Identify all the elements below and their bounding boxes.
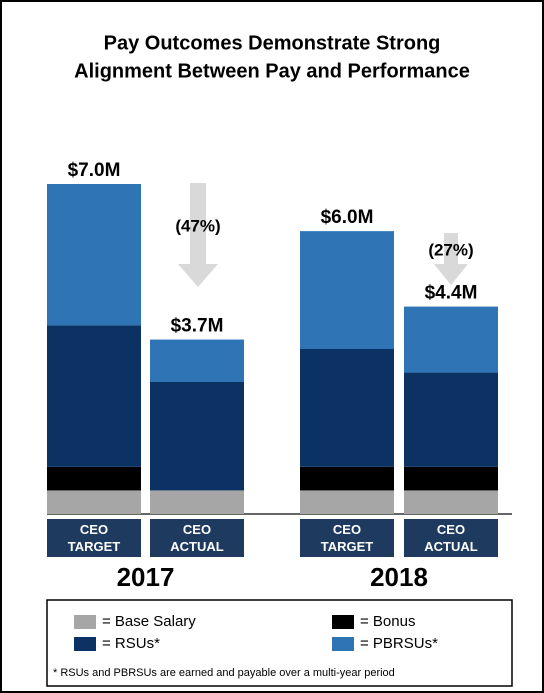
arrow [178, 183, 218, 287]
bar-segment [404, 306, 498, 373]
category-text: CEO TARGET [320, 522, 374, 554]
legend-label: = PBRSUs* [360, 635, 438, 652]
category-label: CEO ACTUAL [150, 519, 244, 557]
bar-segment [404, 490, 498, 514]
bar-segment [300, 490, 394, 514]
category-text: CEO TARGET [67, 522, 121, 554]
bar-segment [300, 231, 394, 349]
group-label: 2017 [117, 562, 175, 592]
category-text: CEO ACTUAL [170, 522, 224, 554]
legend-box [46, 599, 513, 687]
legend-label: = Bonus [360, 613, 415, 630]
bar-segment [404, 372, 498, 467]
bar-segment [47, 325, 141, 467]
annotation: (27%) [428, 240, 473, 259]
bar-segment [47, 466, 141, 491]
group-label: 2018 [370, 562, 428, 592]
legend-swatch [74, 615, 96, 629]
legend-swatch [74, 637, 96, 651]
legend-label: = Base Salary [102, 613, 196, 630]
legend-swatch [332, 615, 354, 629]
arrow [434, 233, 468, 285]
bar-segment [150, 490, 244, 514]
category-label: CEO TARGET [300, 519, 394, 557]
total-label: $6.0M [321, 207, 374, 228]
legend-swatch [332, 637, 354, 651]
chart-title: Pay Outcomes Demonstrate Strong [104, 32, 441, 54]
bar-segment [150, 339, 244, 382]
bar-segment [300, 466, 394, 491]
annotation: (47%) [175, 216, 220, 235]
bar-segment [47, 490, 141, 514]
footnote: * RSUs and PBRSUs are earned and payable… [53, 667, 395, 679]
category-label: CEO TARGET [47, 519, 141, 557]
total-label: $4.4M [425, 283, 478, 304]
chart-title: Alignment Between Pay and Performance [74, 60, 470, 82]
total-label: $3.7M [171, 316, 224, 337]
bar-segment [47, 184, 141, 326]
legend-label: = RSUs* [102, 635, 160, 652]
bar-segment [404, 466, 498, 491]
bar-segment [150, 382, 244, 491]
total-label: $7.0M [68, 160, 121, 181]
category-text: CEO ACTUAL [424, 522, 478, 554]
category-label: CEO ACTUAL [404, 519, 498, 557]
bar-segment [300, 349, 394, 467]
